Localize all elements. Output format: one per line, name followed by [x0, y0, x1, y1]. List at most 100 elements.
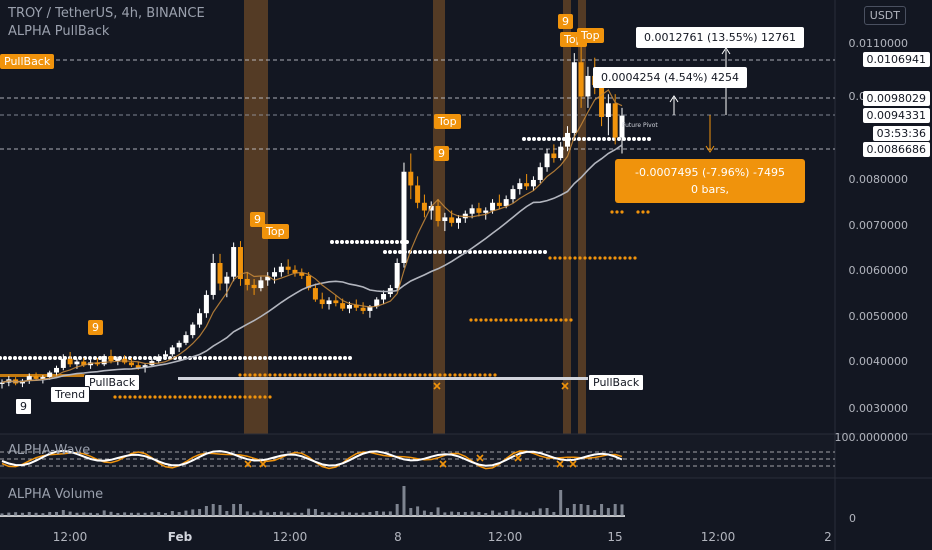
volume-bar — [238, 504, 242, 516]
candle-body — [210, 263, 216, 295]
moving-average-lines — [1, 89, 623, 384]
volume-bar — [511, 509, 515, 516]
orange-level-dot — [620, 210, 624, 214]
candle-body — [530, 179, 536, 187]
white-level-dot — [98, 356, 102, 360]
white-level-dot — [398, 250, 402, 254]
volume-bar — [456, 512, 460, 516]
orange-level-dot — [494, 318, 498, 322]
orange-level-dot — [524, 318, 528, 322]
white-level-dot — [8, 356, 12, 360]
orange-level-dot — [544, 318, 548, 322]
nine-badge-white: 9 — [15, 398, 32, 415]
white-level-dot — [238, 356, 242, 360]
volume-bar — [586, 505, 590, 516]
candle-body — [360, 307, 366, 311]
cross-markers — [244, 382, 577, 468]
y-tick-label: 0.0070000 — [848, 219, 909, 232]
volume-bar — [313, 509, 317, 516]
candle-body — [401, 171, 407, 263]
volume-bar — [7, 512, 11, 516]
fast-ma-line — [1, 89, 623, 384]
highlight-band — [244, 0, 268, 478]
wave-white-line — [1, 449, 623, 467]
pullback-badge-left: PullBack — [0, 54, 55, 69]
white-level-dot — [0, 356, 2, 360]
orange-level-dot — [203, 395, 207, 399]
measure-down-bars: 0 bars, — [691, 183, 729, 196]
volume-bar — [518, 511, 522, 516]
orange-level-dot — [628, 256, 632, 260]
white-level-dot — [582, 137, 586, 141]
orange-level-dot — [458, 373, 462, 377]
orange-level-dot — [569, 318, 573, 322]
candle-body — [74, 361, 80, 365]
white-level-dot — [43, 356, 47, 360]
volume-bar — [89, 512, 93, 516]
volume-bar — [150, 512, 154, 516]
orange-level-dot — [298, 373, 302, 377]
white-level-dot — [78, 356, 82, 360]
trend-badge: Trend — [50, 386, 91, 403]
orange-level-dot — [243, 395, 247, 399]
white-level-dot — [355, 240, 359, 244]
white-level-dot — [273, 356, 277, 360]
orange-level-dot — [343, 373, 347, 377]
white-level-dot — [385, 240, 389, 244]
orange-level-dot — [615, 210, 619, 214]
volume-bar — [27, 512, 31, 516]
volume-bar — [531, 511, 535, 516]
volume-bar — [266, 512, 270, 516]
volume-bar — [307, 508, 311, 516]
currency-button[interactable]: USDT — [863, 6, 906, 25]
orange-level-dot — [388, 373, 392, 377]
volume-bar — [347, 512, 351, 516]
volume-bar — [443, 512, 447, 516]
orange-level-dot — [549, 318, 553, 322]
white-level-dot — [313, 356, 317, 360]
orange-level-dot — [118, 395, 122, 399]
nine-badge-mid: 9 — [434, 146, 449, 161]
candle-body — [619, 115, 625, 138]
cross-marker — [561, 382, 569, 390]
candle-body — [408, 171, 414, 186]
x-tick-label: 15 — [607, 530, 623, 544]
candle-body — [197, 313, 203, 325]
orange-level-dot — [123, 395, 127, 399]
white-level-dot — [493, 250, 497, 254]
orange-level-dot — [213, 395, 217, 399]
white-level-dot — [178, 356, 182, 360]
candle-body — [612, 103, 618, 138]
volume-bar — [600, 504, 604, 516]
orange-level-dot — [308, 373, 312, 377]
candle-body — [374, 299, 380, 307]
indicator-name: ALPHA PullBack — [8, 24, 110, 39]
volume-bar — [123, 512, 127, 516]
orange-level-dot — [273, 373, 277, 377]
y-tick-label: 0.0040000 — [848, 355, 909, 368]
volume-bars — [0, 486, 625, 517]
orange-level-dot — [113, 395, 117, 399]
cross-marker — [244, 460, 252, 468]
white-level-dot — [138, 356, 142, 360]
orange-level-dot — [238, 395, 242, 399]
candle-body — [285, 266, 291, 270]
white-level-dot — [557, 137, 561, 141]
white-level-dot — [13, 356, 17, 360]
white-level-dot — [443, 250, 447, 254]
orange-level-dot — [268, 373, 272, 377]
candle-body — [54, 367, 60, 373]
volume-bar — [450, 511, 454, 516]
orange-level-dot — [363, 373, 367, 377]
volume-bar — [477, 512, 481, 516]
volume-bar — [259, 510, 263, 516]
candle-body — [340, 303, 346, 309]
candle-body — [558, 146, 564, 159]
candlestick-series — [0, 44, 625, 389]
orange-level-dot — [253, 395, 257, 399]
orange-level-dot — [328, 373, 332, 377]
white-level-dot — [213, 356, 217, 360]
candle-body — [265, 276, 271, 281]
white-level-dot — [448, 250, 452, 254]
